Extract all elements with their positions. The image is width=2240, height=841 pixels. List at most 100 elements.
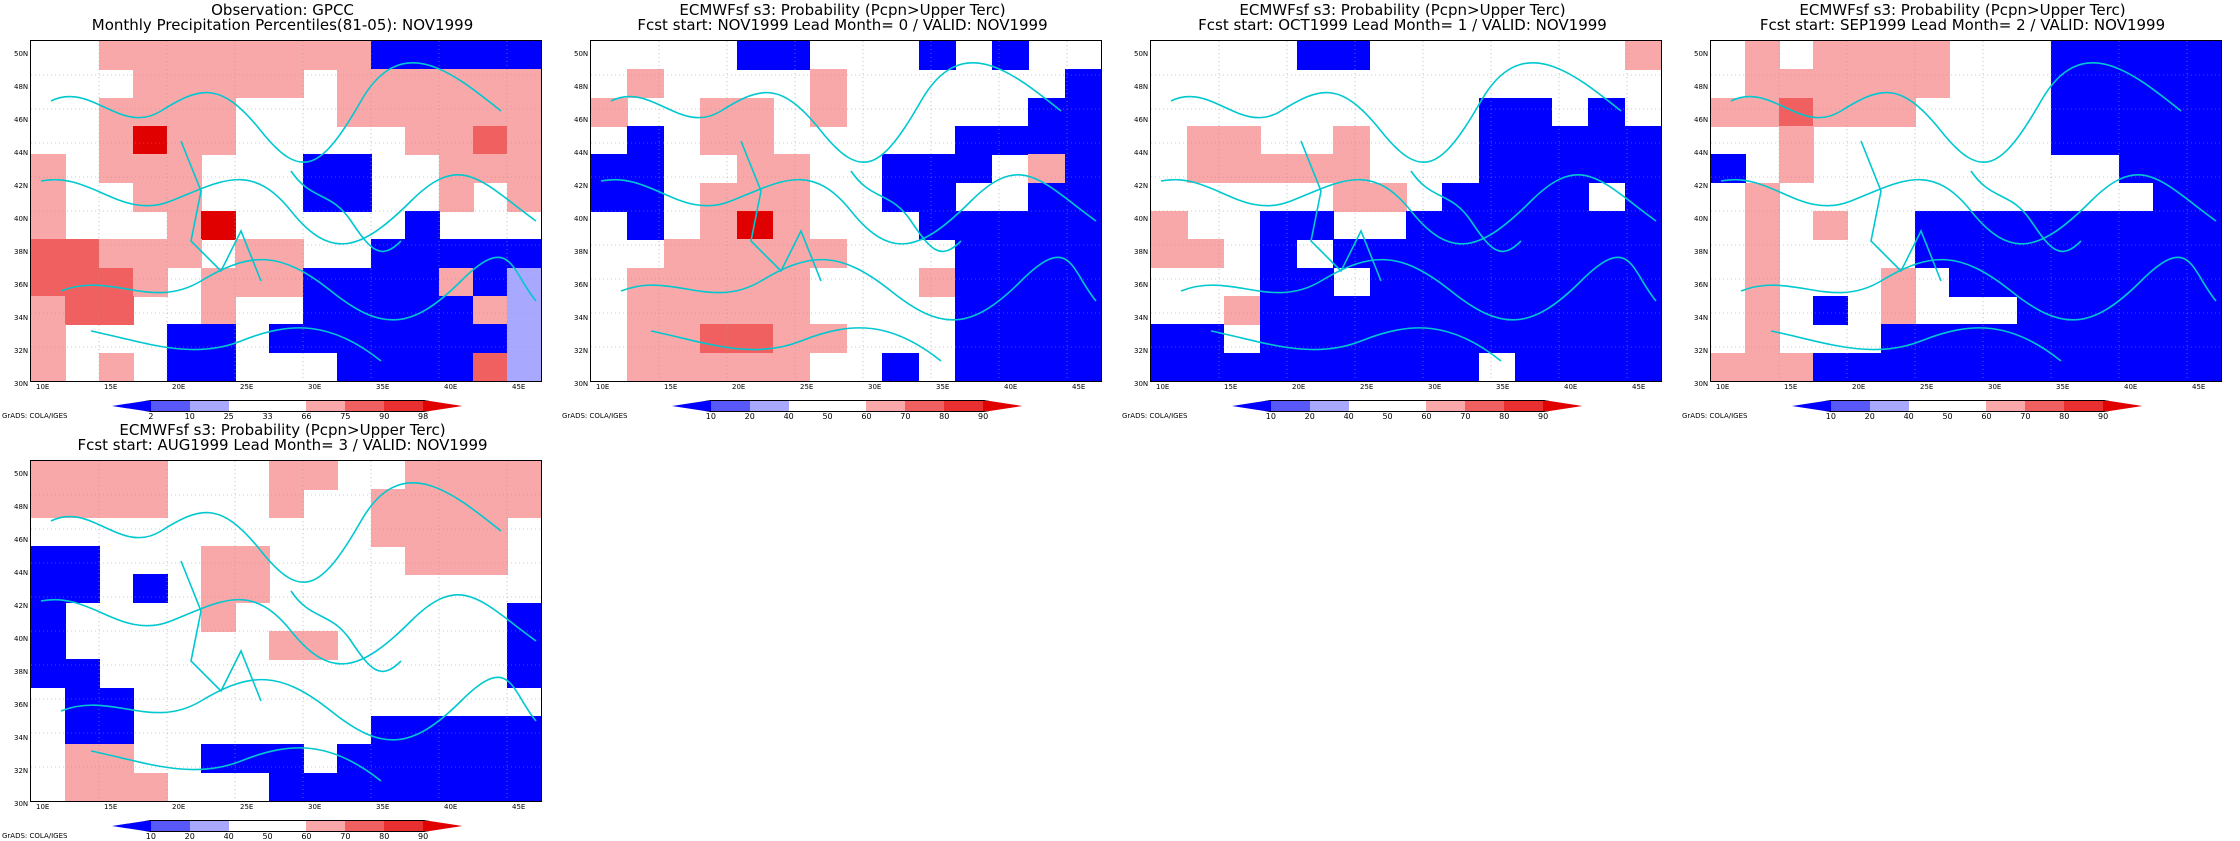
grid-cell xyxy=(1028,296,1066,325)
grid-cell xyxy=(303,324,338,354)
grid-cell xyxy=(439,239,474,269)
grid-cell xyxy=(303,154,338,184)
colorbar-label: 80 xyxy=(1499,412,1510,421)
grid-cell xyxy=(405,716,440,745)
grid-cell xyxy=(405,211,440,240)
colorbar-label: 20 xyxy=(1304,412,1315,421)
grid-cell xyxy=(2119,267,2154,297)
grid-cell xyxy=(303,41,338,70)
colorbar-segment xyxy=(345,820,385,832)
colorbar-segment xyxy=(384,400,424,412)
grid-cell xyxy=(2017,267,2052,297)
lat-tick-label: 40N xyxy=(1694,215,1709,223)
grid-cell xyxy=(1515,126,1553,155)
grid-cell xyxy=(700,182,738,212)
grid-cell xyxy=(1333,182,1371,212)
grid-cell xyxy=(473,154,508,184)
grid-cell xyxy=(65,659,100,689)
lon-tick-label: 40E xyxy=(444,803,458,811)
grid-cell xyxy=(955,154,993,184)
map-area xyxy=(1710,40,2222,382)
lat-tick-label: 42N xyxy=(14,182,29,190)
lat-tick-label: 38N xyxy=(1134,248,1149,256)
grid-cell xyxy=(99,126,134,155)
panel-title-line2: Monthly Precipitation Percentiles(81-05)… xyxy=(91,16,474,34)
grid-cell xyxy=(1223,296,1261,325)
lon-tick-label: 10E xyxy=(596,383,610,391)
grid-cell xyxy=(1983,239,2018,269)
lon-tick-label: 45E xyxy=(2192,383,2206,391)
grid-cell xyxy=(507,239,541,269)
grid-cell xyxy=(1333,324,1371,354)
lon-tick-label: 30E xyxy=(868,383,882,391)
grid-cell xyxy=(1624,324,1661,354)
colorbar-segment xyxy=(228,820,269,832)
lat-tick-label: 44N xyxy=(14,569,29,577)
grid-cell xyxy=(1624,211,1661,240)
grid-cell xyxy=(337,352,372,381)
grid-cell xyxy=(627,352,665,381)
grid-cell xyxy=(405,546,440,575)
coastline-overlay xyxy=(31,461,541,801)
coastline xyxy=(850,170,962,253)
lat-tick-label: 50N xyxy=(1694,50,1709,58)
lon-tick-label: 20E xyxy=(172,383,186,391)
grid-cell xyxy=(31,182,66,212)
colorbar-segment xyxy=(306,820,346,832)
lat-tick-label: 36N xyxy=(14,701,29,709)
colorbar-segment xyxy=(189,820,230,832)
coastline xyxy=(620,256,1097,321)
lat-tick-label: 32N xyxy=(14,347,29,355)
lat-tick-label: 48N xyxy=(14,503,29,511)
colorbar: 10 20 40 50 60 70 80 90 xyxy=(1792,400,2143,421)
grid-cell xyxy=(439,744,474,774)
colorbar-label: 70 xyxy=(340,832,351,841)
grid-cell xyxy=(133,461,168,490)
grid-cell xyxy=(303,631,338,660)
grid-cell xyxy=(31,352,66,381)
grid-cell xyxy=(2017,324,2052,354)
grid-cell xyxy=(439,97,474,127)
grid-cell xyxy=(99,154,134,184)
grid-cell xyxy=(1028,267,1066,297)
lon-tick-label: 15E xyxy=(1784,383,1798,391)
grid-cell xyxy=(591,182,628,212)
grid-cell xyxy=(133,154,168,184)
grid-cell xyxy=(1847,352,1882,381)
grid-cell xyxy=(2153,211,2188,240)
grid-cell xyxy=(507,659,541,689)
grid-cell xyxy=(405,41,440,70)
grid-cell xyxy=(627,126,665,155)
grid-cell xyxy=(235,267,270,297)
panel-title: ECMWFsf s3: Probability (Pcpn>Upper Terc… xyxy=(580,3,1105,33)
grid-cell xyxy=(31,602,66,632)
grid-cell xyxy=(955,267,993,297)
grid-cell xyxy=(2119,97,2154,127)
colorbar-label: 80 xyxy=(2059,412,2070,421)
lat-tick-label: 44N xyxy=(14,149,29,157)
grid-cell xyxy=(439,182,474,212)
grid-cell xyxy=(1515,352,1553,381)
grid-cell xyxy=(1369,239,1407,269)
grid-cell xyxy=(1813,41,1848,70)
grid-cell xyxy=(133,126,168,155)
grid-cell xyxy=(1478,97,1516,127)
grid-cell xyxy=(2153,324,2188,354)
coastline xyxy=(90,327,382,362)
grid-cell xyxy=(1745,211,1780,240)
grid-cell xyxy=(1624,154,1661,184)
lon-tick-label: 20E xyxy=(1292,383,1306,391)
grid-cell xyxy=(773,352,811,381)
grid-cell xyxy=(1515,154,1553,184)
grid-cell xyxy=(65,772,100,801)
lat-tick-label: 50N xyxy=(14,50,29,58)
grid-cell xyxy=(201,546,236,575)
panel-title-line2: Fcst start: SEP1999 Lead Month= 2 / VALI… xyxy=(1759,16,2166,34)
grid-cell xyxy=(201,602,236,632)
grid-cell xyxy=(1064,324,1101,354)
grid-cell xyxy=(371,239,406,269)
grid-cell xyxy=(1745,296,1780,325)
grid-cell xyxy=(809,239,847,269)
grid-cell xyxy=(1515,211,1553,240)
grid-cell xyxy=(2153,41,2188,70)
